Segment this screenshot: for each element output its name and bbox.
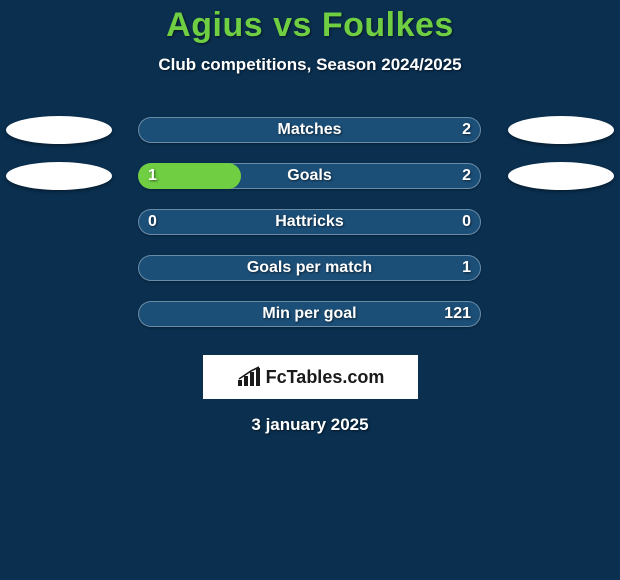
stat-row: Matches2 <box>0 109 620 155</box>
stat-bar-track: Min per goal121 <box>138 301 481 327</box>
stat-bar-track: Goals12 <box>138 163 481 189</box>
stat-value-right: 2 <box>462 163 471 189</box>
date-label: 3 january 2025 <box>0 415 620 435</box>
player-marker-right <box>508 162 614 190</box>
stat-bar-fill <box>138 163 241 189</box>
stat-value-right: 121 <box>444 301 471 327</box>
comparison-infographic: Agius vs Foulkes Club competitions, Seas… <box>0 0 620 580</box>
stat-value-right: 1 <box>462 255 471 281</box>
stat-row: Goals12 <box>0 155 620 201</box>
brand-text: FcTables.com <box>266 367 385 388</box>
brand-badge: FcTables.com <box>203 355 418 399</box>
stat-bar-track: Goals per match1 <box>138 255 481 281</box>
stat-label: Min per goal <box>138 301 481 327</box>
player-marker-left <box>6 116 112 144</box>
stat-value-right: 0 <box>462 209 471 235</box>
player-marker-left <box>6 162 112 190</box>
page-title: Agius vs Foulkes <box>0 0 620 45</box>
stat-bar-track: Hattricks0 0 <box>138 209 481 235</box>
stat-bar-track: Matches2 <box>138 117 481 143</box>
stat-row: Min per goal121 <box>0 293 620 339</box>
stat-label: Matches <box>138 117 481 143</box>
stat-bars-area: Matches2Goals12Hattricks00Goals per matc… <box>0 109 620 339</box>
player-marker-right <box>508 116 614 144</box>
stat-label: Goals per match <box>138 255 481 281</box>
page-subtitle: Club competitions, Season 2024/2025 <box>0 55 620 75</box>
stat-row: Hattricks0 0 <box>0 201 620 247</box>
stat-value-right: 2 <box>462 117 471 143</box>
stat-value-left: 0 <box>148 209 157 235</box>
stat-row: Goals per match1 <box>0 247 620 293</box>
bar-chart-icon <box>236 366 262 388</box>
stat-label: Hattricks <box>138 209 481 235</box>
